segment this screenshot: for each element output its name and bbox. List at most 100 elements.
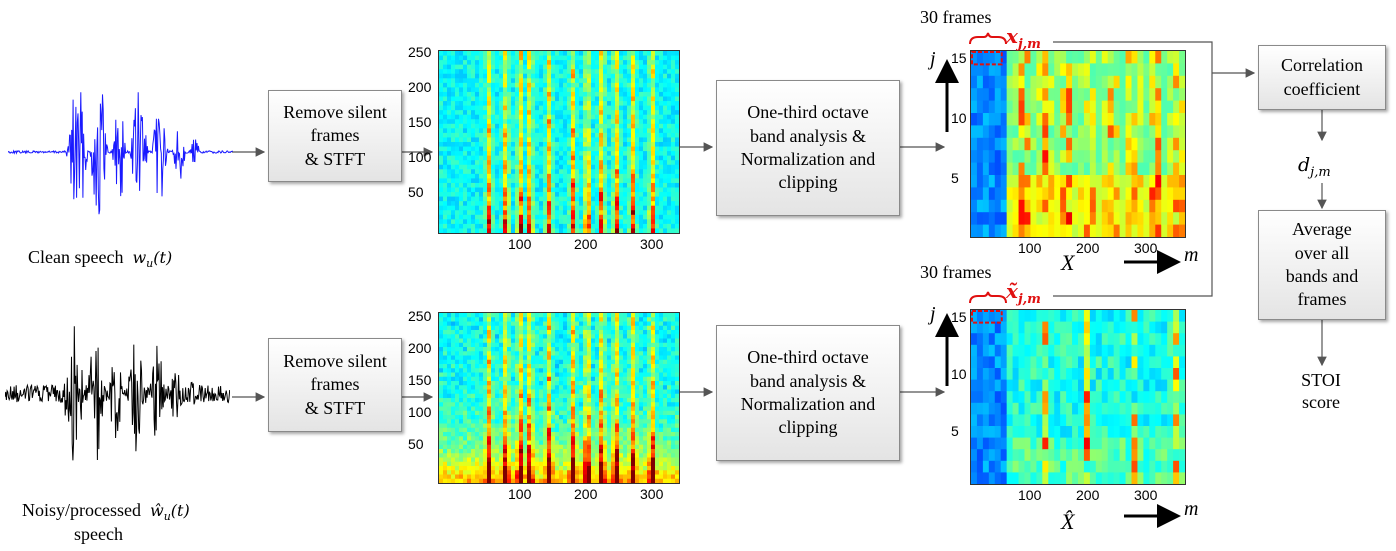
spectrogram-cell <box>659 51 664 57</box>
spectrogram-cell <box>611 415 616 420</box>
spectrogram-cell <box>651 164 656 170</box>
spectrogram-cell <box>495 351 500 357</box>
spectrogram-cell <box>487 82 492 88</box>
spectrogram-cell <box>539 82 544 88</box>
spectrogram-cell <box>547 444 552 450</box>
band-matrix-cell <box>988 75 996 89</box>
spectrogram-cell <box>583 313 588 318</box>
spectrogram-cell <box>591 440 596 446</box>
spectrogram-cell <box>439 119 444 125</box>
spectrogram-cell <box>547 402 552 408</box>
spectrogram-cell <box>615 423 620 429</box>
spectrogram-cell <box>583 364 588 369</box>
spectrogram-cell <box>531 389 536 395</box>
spectrogram-cell <box>503 457 508 463</box>
spectrogram-cell <box>575 96 580 102</box>
spectrogram-cell <box>463 96 468 102</box>
spectrogram-cell <box>547 119 552 125</box>
band-matrix-cell <box>1006 125 1014 139</box>
spectrogram-cell <box>503 393 508 399</box>
spectrogram-cell <box>603 82 608 88</box>
spectrogram-cell <box>607 330 612 335</box>
spectrogram-cell <box>547 73 552 79</box>
spectrogram-cell <box>591 196 596 202</box>
spectrogram-cell <box>603 449 608 454</box>
spectrogram-cell <box>555 119 560 125</box>
spectrogram-cell <box>451 123 456 129</box>
spectrogram-cell <box>507 142 512 148</box>
spectrogram-cell <box>555 69 560 75</box>
spectrogram-cell <box>587 110 592 116</box>
spectrogram-cell <box>443 376 448 382</box>
spectrogram-cell <box>639 398 644 403</box>
spectrogram-cell <box>511 73 516 79</box>
band-matrix-cell <box>1012 212 1020 226</box>
spectrogram-cell <box>587 69 592 75</box>
spectrogram-cell <box>455 196 460 202</box>
spectrogram-cell <box>615 228 620 233</box>
spectrogram-cell <box>623 160 628 166</box>
spectrogram-cell <box>447 219 452 225</box>
spectrogram-cell <box>535 415 540 420</box>
spectrogram-cell <box>675 151 679 157</box>
spectrogram-cell <box>515 342 520 348</box>
spectrogram-cell <box>499 51 504 57</box>
spectrogram-cell <box>463 160 468 166</box>
spectrogram-cell <box>535 461 540 467</box>
spectrogram-cell <box>651 173 656 179</box>
spectrogram-cell <box>515 410 520 416</box>
spectrogram-cell <box>583 214 588 220</box>
spectrogram-cell <box>675 196 679 202</box>
band-matrix-cell <box>976 162 984 176</box>
spectrogram-cell <box>551 169 556 175</box>
spectrogram-cell <box>487 351 492 357</box>
spectrogram-cell <box>615 64 620 70</box>
spectrogram-cell <box>635 155 640 161</box>
spectrogram-cell <box>615 470 620 476</box>
spectrogram-cell <box>583 359 588 365</box>
spectrogram-cell <box>647 196 652 202</box>
spectrogram-cell <box>667 173 672 179</box>
spectrogram-cell <box>595 205 600 211</box>
spectrogram-cell <box>651 219 656 225</box>
spectrogram-cell <box>507 187 512 193</box>
spectrogram-cell <box>675 178 679 184</box>
spectrogram-cell <box>619 381 624 386</box>
spectrogram-cell <box>659 342 664 348</box>
spectrogram-cell <box>443 210 448 216</box>
spectrogram-cell <box>647 453 652 459</box>
spectrogram-cell <box>671 82 676 88</box>
spectrogram-cell <box>631 393 636 399</box>
spectrogram-cell <box>507 105 512 111</box>
spectrogram-cell <box>539 313 544 318</box>
spectrogram-cell <box>479 178 484 184</box>
spectrogram-cell <box>475 372 480 378</box>
spectrogram-cell <box>455 330 460 335</box>
spectrogram-cell <box>631 205 636 211</box>
spectrogram-cell <box>475 73 480 79</box>
spectrogram-cell <box>607 444 612 450</box>
spectrogram-cell <box>475 427 480 433</box>
spectrogram-cell <box>495 210 500 216</box>
spectrogram-cell <box>651 73 656 79</box>
spectrogram-cell <box>651 114 656 120</box>
spectrogram-cell <box>475 196 480 202</box>
spectrogram-cell <box>623 87 628 93</box>
spectrogram-cell <box>479 453 484 459</box>
spectrogram-cell <box>663 427 668 433</box>
spectrogram-cell <box>655 317 660 323</box>
spectrogram-cell <box>511 427 516 433</box>
spectrogram-cell <box>499 146 504 152</box>
spectrogram-cell <box>515 128 520 134</box>
spectrogram-cell <box>667 169 672 175</box>
spectrogram-cell <box>483 210 488 216</box>
spectrogram-cell <box>655 73 660 79</box>
spectrogram-cell <box>655 368 660 374</box>
spectrogram-cell <box>459 96 464 102</box>
spectrogram-cell <box>507 355 512 361</box>
spectrogram-cell <box>471 436 476 442</box>
spectrogram-cell <box>491 478 496 483</box>
spectrogram-cell <box>499 419 504 425</box>
spectrogram-cell <box>655 219 660 225</box>
spectrogram-cell <box>511 60 516 66</box>
